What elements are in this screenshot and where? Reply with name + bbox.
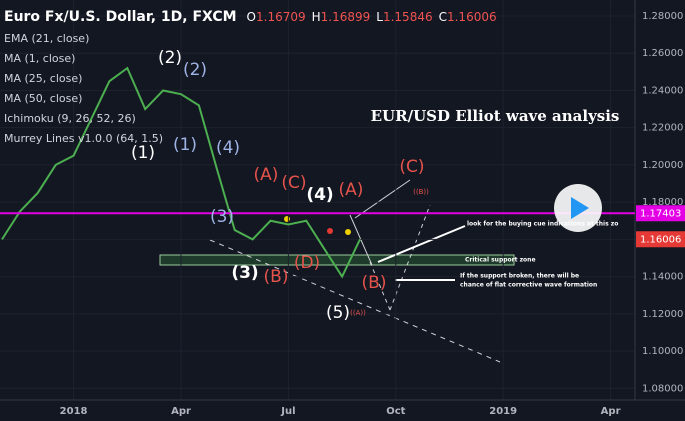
indicator-label: MA (25, close) bbox=[4, 72, 82, 85]
ohlc-label: C bbox=[439, 10, 447, 24]
indicator-label: MA (50, close) bbox=[4, 92, 82, 105]
annotation: (2) bbox=[158, 48, 182, 68]
plot bbox=[0, 0, 635, 400]
overlay: 1.080001.100001.120001.140001.160001.180… bbox=[0, 9, 685, 417]
annotation: (4) bbox=[216, 138, 240, 158]
y-tick-label: 1.18000 bbox=[642, 197, 683, 208]
annotation: (1) bbox=[131, 143, 155, 163]
annotation: (A) bbox=[339, 180, 364, 200]
indicator-label: Murrey Lines v1.0.0 (64, 1.5) bbox=[4, 132, 163, 145]
trend-line bbox=[209, 239, 501, 363]
ohlc-value: 1.16709 bbox=[256, 10, 306, 24]
annotation: ((B)) bbox=[413, 188, 429, 196]
annotation: ((A)) bbox=[350, 309, 366, 317]
x-tick-label: Apr bbox=[601, 406, 621, 417]
projection-line bbox=[349, 214, 373, 266]
ohlc-label: O bbox=[247, 10, 256, 24]
last-price-box bbox=[636, 231, 685, 248]
annotation: (C) bbox=[399, 157, 424, 177]
indicator-label: EMA (21, close) bbox=[4, 32, 89, 45]
y-tick-label: 1.28000 bbox=[642, 11, 683, 22]
annotation: (4) bbox=[306, 185, 333, 205]
support-zone bbox=[159, 254, 515, 266]
indicator-label: Ichimoku (9, 26, 52, 26) bbox=[4, 112, 136, 125]
annotation: (A) bbox=[254, 165, 279, 185]
y-tick-label: 1.08000 bbox=[642, 383, 683, 394]
y-tick-label: 1.10000 bbox=[642, 346, 683, 357]
annotation: look for the buying cue indications at t… bbox=[467, 221, 618, 228]
level-label: 1.17403 bbox=[640, 208, 681, 219]
annotation: (2) bbox=[183, 60, 207, 80]
level-label-box bbox=[636, 205, 685, 222]
play-icon bbox=[571, 197, 589, 219]
x-tick-label: Apr bbox=[171, 406, 191, 417]
annotation: EUR/USD Elliot wave analysis bbox=[371, 107, 620, 125]
marker bbox=[327, 228, 333, 234]
annotation: (3) bbox=[231, 263, 258, 283]
x-tick-label: 2019 bbox=[489, 406, 517, 417]
last-price-label: 1.16006 bbox=[640, 234, 681, 245]
y-tick-label: 1.22000 bbox=[642, 123, 683, 134]
ohlc-label: L bbox=[376, 10, 383, 24]
ohlc-value: 1.16899 bbox=[321, 10, 371, 24]
chart-title: Euro Fx/U.S. Dollar, 1D, FXCM O1.16709 H1.… bbox=[4, 9, 497, 25]
x-tick-label: Jul bbox=[280, 406, 295, 417]
y-tick-label: 1.26000 bbox=[642, 48, 683, 59]
arrow bbox=[377, 225, 466, 263]
annotation: (B) bbox=[264, 267, 289, 287]
indicator-label: MA (1, close) bbox=[4, 52, 75, 65]
ohlc-label: H bbox=[312, 10, 321, 24]
y-tick-label: 1.24000 bbox=[642, 85, 683, 96]
annotation: (B) bbox=[362, 273, 387, 293]
price-line bbox=[1, 66, 361, 279]
annotation: Critical support zone bbox=[465, 257, 536, 264]
projection-line bbox=[369, 261, 391, 311]
y-tick-label: 1.14000 bbox=[642, 272, 683, 283]
marker bbox=[345, 229, 351, 235]
annotation: (3) bbox=[210, 207, 234, 227]
ohlc-value: 1.16006 bbox=[447, 10, 497, 24]
x-tick-label: Oct bbox=[386, 406, 405, 417]
annotation: (C) bbox=[281, 173, 306, 193]
annotation: (5) bbox=[326, 303, 350, 323]
marker bbox=[284, 216, 290, 222]
y-tick-label: 1.20000 bbox=[642, 160, 683, 171]
x-tick-label: 2018 bbox=[60, 406, 88, 417]
annotation: (D) bbox=[294, 253, 320, 273]
y-tick-label: 1.12000 bbox=[642, 309, 683, 320]
annotation: If the support broken, there will be bbox=[460, 273, 579, 280]
annotation: (1) bbox=[173, 135, 197, 155]
title-text: Euro Fx/U.S. Dollar, 1D, FXCM bbox=[4, 9, 237, 25]
projection-line bbox=[389, 204, 431, 311]
annotation: chance of flat corrective wave formation bbox=[460, 282, 597, 289]
projection-line bbox=[354, 179, 411, 219]
ohlc-value: 1.15846 bbox=[383, 10, 433, 24]
